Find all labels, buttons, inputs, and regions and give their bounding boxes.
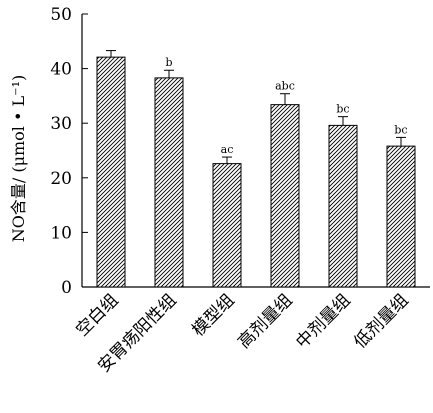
y-tick-label: 50 — [50, 5, 72, 25]
axes-group — [81, 13, 430, 288]
x-tick-label: 低剂量组 — [350, 290, 412, 352]
y-tick-label: 40 — [50, 60, 72, 80]
significance-label: abc — [275, 80, 295, 93]
significance-label: bc — [336, 103, 349, 116]
bars-group — [96, 50, 416, 288]
significance-label: ac — [221, 143, 234, 156]
y-axis-title: NO含量/ (μmol • L⁻¹) — [9, 75, 28, 243]
x-tick-label: 模型组 — [188, 290, 238, 340]
x-tick-label: 高剂量组 — [234, 290, 296, 352]
bar — [212, 163, 242, 288]
x-tick-label: 中剂量组 — [292, 290, 354, 352]
significance-label: b — [165, 56, 172, 69]
bar — [154, 77, 184, 288]
y-tick-label: 20 — [50, 169, 72, 189]
bar — [328, 124, 358, 288]
bar — [96, 56, 126, 288]
y-tick-label: 30 — [50, 114, 72, 134]
x-tick-label: 空白组 — [72, 290, 122, 340]
y-tick-label: 0 — [61, 278, 72, 298]
bar — [270, 104, 300, 288]
bar — [386, 145, 416, 288]
y-tick-label: 10 — [50, 223, 72, 243]
significance-label: bc — [394, 123, 407, 136]
